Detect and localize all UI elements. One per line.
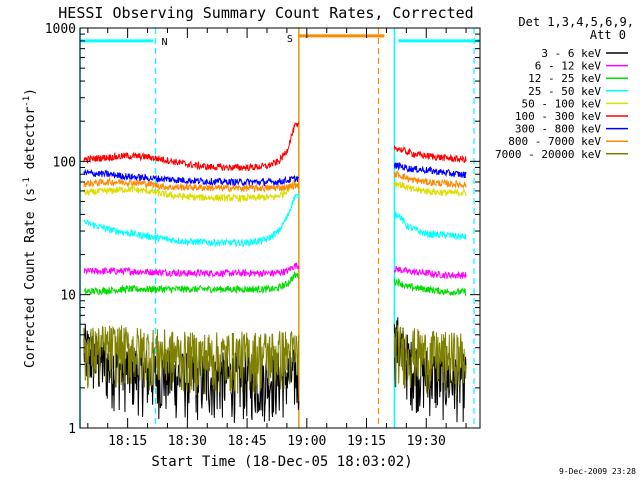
series-line bbox=[393, 170, 467, 190]
series-line bbox=[83, 168, 300, 187]
chart-title: HESSI Observing Summary Count Rates, Cor… bbox=[58, 4, 473, 22]
y-tick-label: 1000 bbox=[45, 22, 76, 37]
series-line bbox=[393, 265, 467, 279]
legend-label: 3 - 6 keV bbox=[541, 47, 601, 60]
series-line bbox=[83, 325, 300, 395]
series-line bbox=[83, 270, 300, 296]
series-line bbox=[83, 121, 300, 172]
legend-title-1: Det 1,3,4,5,6,9, bbox=[518, 15, 634, 29]
legend-label: 6 - 12 keV bbox=[535, 60, 602, 73]
plot-frame bbox=[79, 27, 481, 429]
legend-label: 100 - 300 keV bbox=[515, 110, 601, 123]
night-label: S bbox=[287, 34, 293, 45]
series-line bbox=[393, 277, 467, 297]
legend-label: 12 - 25 keV bbox=[528, 72, 601, 85]
x-tick-label: 19:15 bbox=[347, 434, 386, 449]
footer-date: 9-Dec-2009 23:28 bbox=[559, 467, 636, 476]
x-tick-label: 19:00 bbox=[287, 434, 326, 449]
legend-title-2: Att 0 bbox=[590, 28, 626, 42]
x-axis-label: Start Time (18-Dec-05 18:03:02) bbox=[151, 454, 412, 470]
legend-label: 300 - 800 keV bbox=[515, 123, 601, 136]
x-tick-label: 18:30 bbox=[168, 434, 207, 449]
series-line bbox=[393, 317, 467, 423]
series-line bbox=[83, 175, 300, 204]
series-line bbox=[83, 193, 300, 248]
y-tick-label: 100 bbox=[53, 155, 76, 170]
y-tick-label: 10 bbox=[60, 289, 76, 304]
saa-label: N bbox=[162, 37, 168, 48]
legend-label: 50 - 100 keV bbox=[522, 97, 602, 110]
series-line bbox=[393, 325, 467, 396]
y-axis-label: Corrected Count Rate (s-1 detector-1) bbox=[22, 88, 38, 368]
series-line bbox=[393, 162, 467, 179]
series-line bbox=[393, 181, 467, 197]
y-tick-label: 1 bbox=[68, 422, 76, 437]
series-line bbox=[83, 176, 300, 194]
series-line bbox=[394, 211, 467, 241]
x-tick-label: 19:30 bbox=[407, 434, 446, 449]
axis-ticks: 1 10 100 1000 18:15 18:30 18:45 19:00 19:15 19:30 bbox=[45, 22, 480, 449]
series-line bbox=[83, 262, 300, 279]
x-tick-label: 18:15 bbox=[108, 434, 147, 449]
legend-label: 25 - 50 keV bbox=[528, 85, 601, 98]
legend-label: 7000 - 20000 keV bbox=[495, 148, 601, 161]
data-layer bbox=[83, 121, 467, 423]
x-tick-label: 18:45 bbox=[228, 434, 267, 449]
series-line bbox=[393, 145, 467, 163]
legend-label: 800 - 7000 keV bbox=[508, 135, 601, 148]
